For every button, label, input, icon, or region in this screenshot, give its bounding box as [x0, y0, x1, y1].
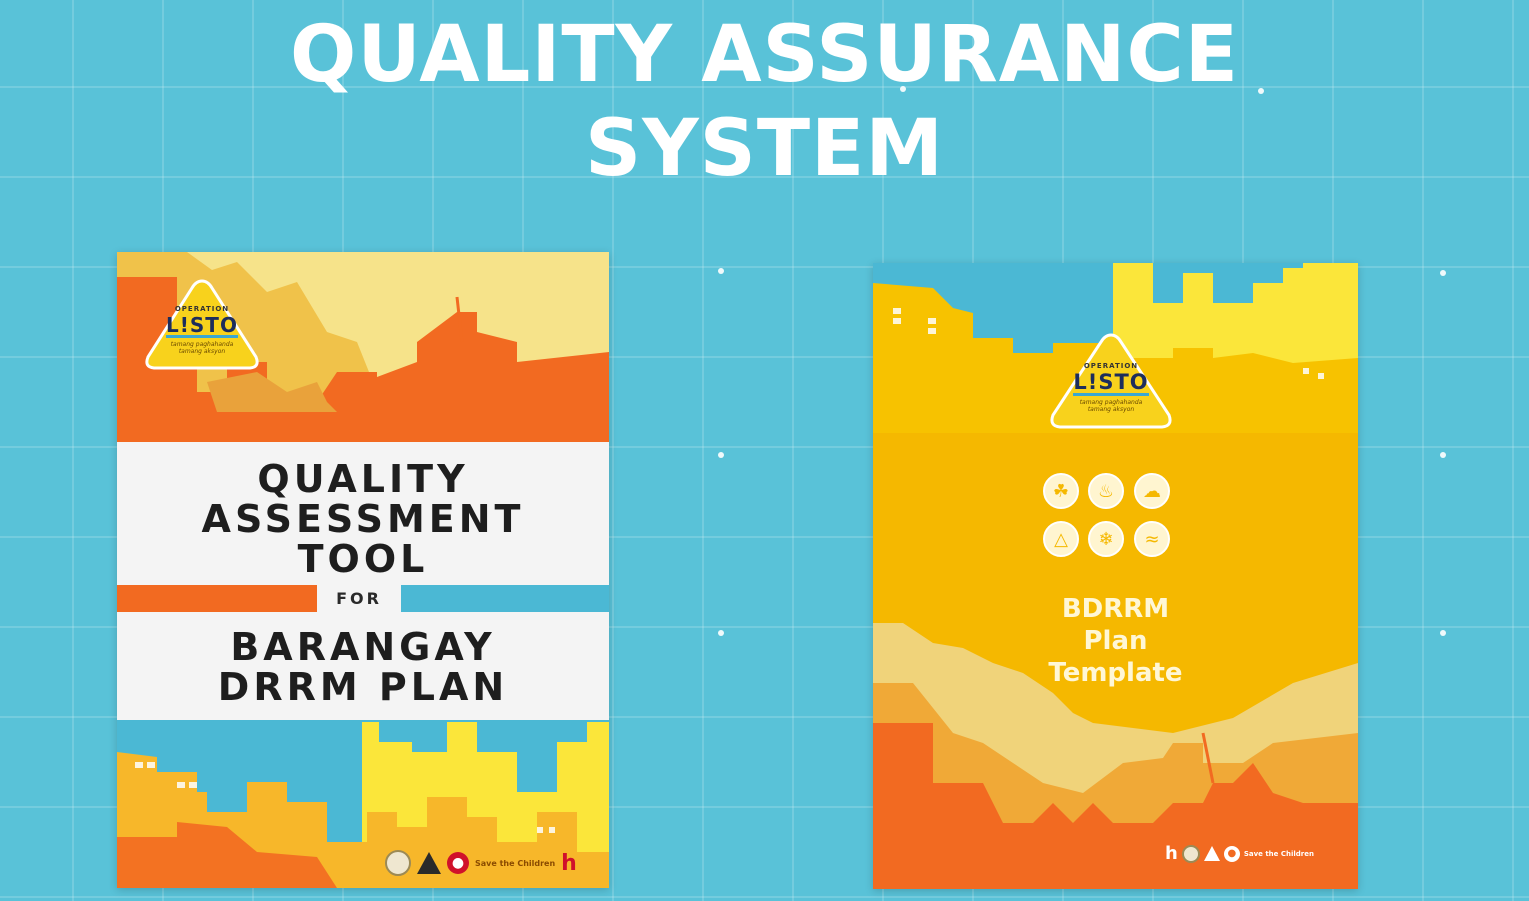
- cover-title-line-1: QUALITY: [257, 457, 469, 501]
- quality-assessment-tool-cover: OPERATION L!STO tamang paghahanda tamang…: [117, 252, 609, 888]
- title-band: [117, 442, 609, 720]
- logo-top-text: OPERATION: [174, 305, 230, 313]
- partner-logos: h ● Save the Children: [1165, 843, 1314, 864]
- save-the-children-icon: ●: [447, 852, 469, 874]
- dilg-seal-icon: [1181, 844, 1200, 863]
- cover-title-line-3: TOOL: [297, 537, 429, 581]
- bdrrm-plan-template-cover: OPERATION L!STO tamang paghahanda tamang…: [873, 263, 1358, 889]
- for-label: FOR: [336, 589, 382, 608]
- cover-title-line-2: ASSESSMENT: [201, 497, 525, 541]
- cover-title-line-3: Template: [1048, 658, 1183, 688]
- slide-title-line-1: QUALITY ASSURANCE: [290, 10, 1239, 100]
- slide-title: QUALITY ASSURANCE SYSTEM: [0, 8, 1529, 196]
- operation-listo-logo: OPERATION L!STO tamang paghahanda tamang…: [142, 277, 262, 372]
- grid-dot: [1440, 452, 1446, 458]
- typhoon-icon: ❄: [1088, 521, 1124, 557]
- cover-title-line-1: BDRRM: [1061, 594, 1170, 624]
- logo-brand: L!STO: [1073, 370, 1149, 394]
- storm-icon: ☁: [1134, 473, 1170, 509]
- grid-dot: [718, 630, 724, 636]
- fire-icon: ♨: [1088, 473, 1124, 509]
- cover-subtitle-line-1: BARANGAY: [230, 625, 496, 669]
- h-logo: h: [561, 850, 577, 876]
- operation-listo-logo: OPERATION L!STO tamang paghahanda tamang…: [1047, 331, 1175, 431]
- grid-dot: [1440, 270, 1446, 276]
- grid-dot: [718, 268, 724, 274]
- save-the-children-label: Save the Children: [475, 858, 556, 868]
- logo-top-text: OPERATION: [1083, 362, 1139, 370]
- lga-logo-icon: [417, 852, 441, 874]
- cover-artwork: [117, 252, 609, 888]
- h-logo: h: [1165, 843, 1178, 864]
- logo-tagline-2: tamang aksyon: [1087, 406, 1135, 413]
- grid-dot: [1440, 630, 1446, 636]
- tsunami-icon: ≈: [1134, 521, 1170, 557]
- save-the-children-label: Save the Children: [1243, 849, 1314, 858]
- earthquake-icon: △: [1043, 521, 1079, 557]
- grid-dot: [900, 86, 906, 92]
- cyan-bar: [401, 585, 609, 612]
- partner-logos: ● Save the Children h: [385, 850, 577, 876]
- cover-title-line-2: Plan: [1083, 626, 1148, 656]
- flood-icon: ☘: [1043, 473, 1079, 509]
- logo-brand: L!STO: [166, 313, 238, 337]
- grid-dot: [718, 452, 724, 458]
- logo-tagline-1: tamang paghahanda: [1079, 399, 1143, 406]
- cover-subtitle-line-2: DRRM PLAN: [217, 665, 509, 709]
- dilg-seal-icon: [385, 850, 411, 876]
- orange-bar: [117, 585, 317, 612]
- save-the-children-icon: ●: [1223, 845, 1240, 862]
- slide-title-line-2: SYSTEM: [585, 104, 944, 194]
- logo-tagline-1: tamang paghahanda: [170, 341, 234, 348]
- grid-dot: [1258, 88, 1264, 94]
- logo-tagline-2: tamang aksyon: [178, 348, 226, 355]
- lga-logo-icon: [1203, 846, 1220, 861]
